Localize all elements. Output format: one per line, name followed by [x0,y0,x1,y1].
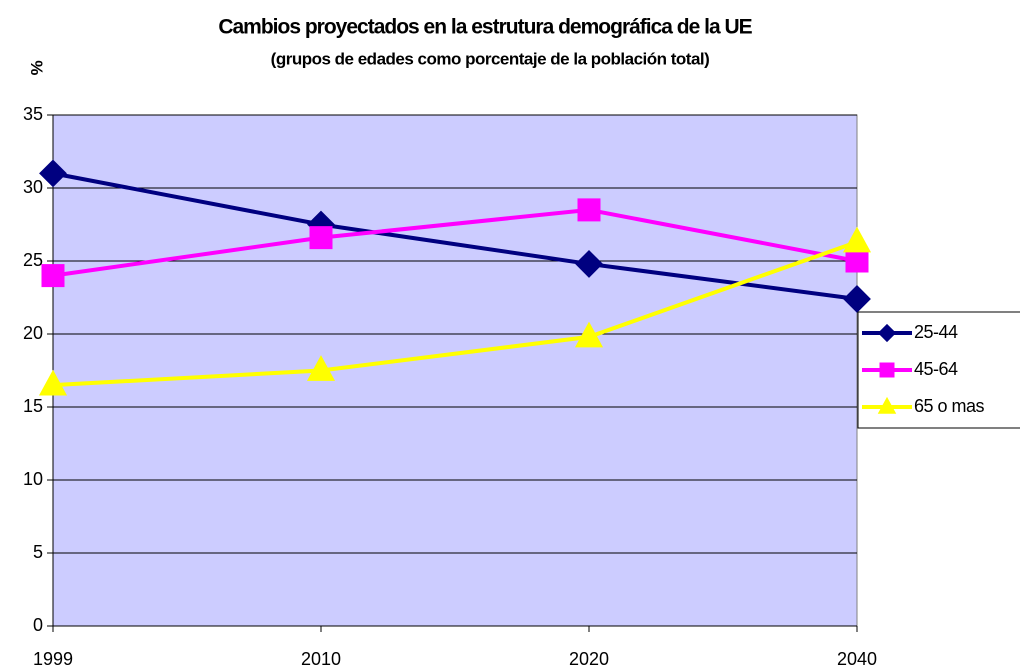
plot-area [52,114,858,627]
y-axis-label: % [27,60,46,75]
legend-label: 65 o mas [914,396,985,416]
x-tick-label: 2020 [569,649,609,669]
y-tick-label: 25 [23,250,43,270]
y-tick-label: 10 [23,469,43,489]
x-tick-label: 2040 [837,649,877,669]
y-tick-label: 30 [23,177,43,197]
legend-marker [877,323,897,343]
data-point [843,285,871,313]
y-tick-label: 15 [23,396,43,416]
chart-title: Cambios proyectados en la estrutura demo… [218,16,752,39]
legend-label: 25-44 [914,322,958,342]
data-point [39,159,67,188]
x-tick-label: 1999 [33,649,73,669]
data-point [38,369,68,396]
series-line [52,171,858,301]
series-line [52,240,858,388]
data-point [41,264,65,288]
chart-subtitle: (grupos de edades como porcentaje de la … [271,49,710,68]
series-line [52,207,858,278]
data-point [575,250,603,278]
data-point [309,226,333,250]
legend-marker [879,362,895,378]
data-point [845,249,869,273]
legend-label: 45-64 [914,359,958,379]
y-tick-label: 20 [23,323,43,343]
x-tick-label: 2010 [301,649,341,669]
legend-marker [877,396,897,414]
data-point [306,355,336,381]
y-tick-label: 35 [23,104,43,124]
y-tick-label: 5 [33,542,43,562]
data-point [574,321,604,348]
data-point [842,226,872,253]
y-tick-label: 0 [33,615,43,635]
data-point [577,198,601,222]
